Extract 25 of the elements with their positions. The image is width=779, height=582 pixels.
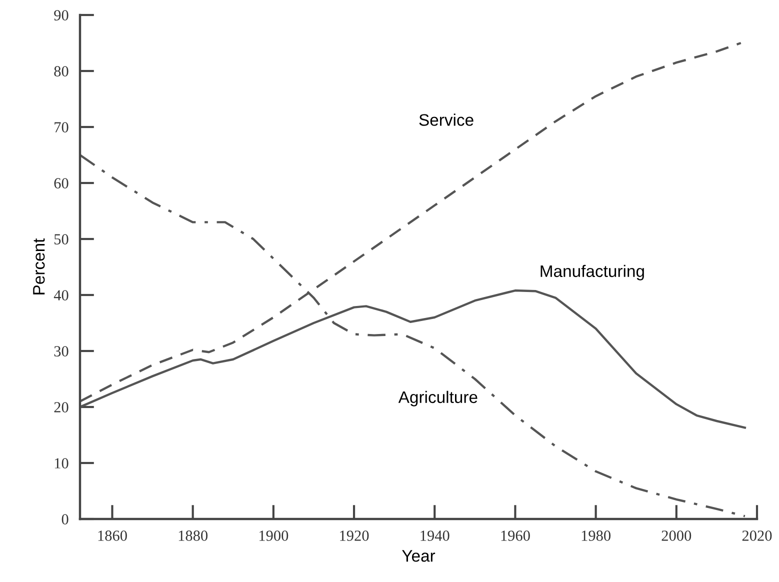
y-tick-label: 70 bbox=[54, 122, 68, 132]
y-tick-label: 50 bbox=[54, 234, 68, 244]
y-tick-label: 90 bbox=[54, 10, 68, 20]
y-tick-label: 30 bbox=[54, 346, 68, 356]
x-axis-title: Year bbox=[402, 550, 436, 562]
text: Service bbox=[419, 114, 474, 126]
y-tick-label: 80 bbox=[54, 66, 68, 76]
y-axis-title: Percent bbox=[33, 238, 45, 294]
y-tick-label: 40 bbox=[54, 290, 68, 300]
x-tick-label: 1900 bbox=[259, 530, 288, 541]
series-label: Agriculture bbox=[398, 390, 478, 406]
series-label: Manufacturing bbox=[540, 264, 644, 280]
y-tick-label: 0 bbox=[62, 514, 68, 524]
line-series bbox=[80, 289, 746, 429]
y-tick-label: 60 bbox=[54, 178, 68, 188]
x-tick-label: 1860 bbox=[98, 530, 127, 541]
y-tick-label: 20 bbox=[54, 402, 68, 412]
x-tick-label: 2020 bbox=[742, 530, 772, 541]
x-tick-label: 1920 bbox=[340, 530, 369, 541]
x-tick-label: 1980 bbox=[582, 530, 611, 541]
x-tick-label: 1960 bbox=[501, 530, 530, 541]
y-tick-label: 10 bbox=[54, 458, 68, 468]
x-tick-label: 1880 bbox=[178, 530, 208, 541]
x-tick-label: 1940 bbox=[420, 530, 450, 541]
x-tick-label: 2000 bbox=[662, 530, 692, 541]
